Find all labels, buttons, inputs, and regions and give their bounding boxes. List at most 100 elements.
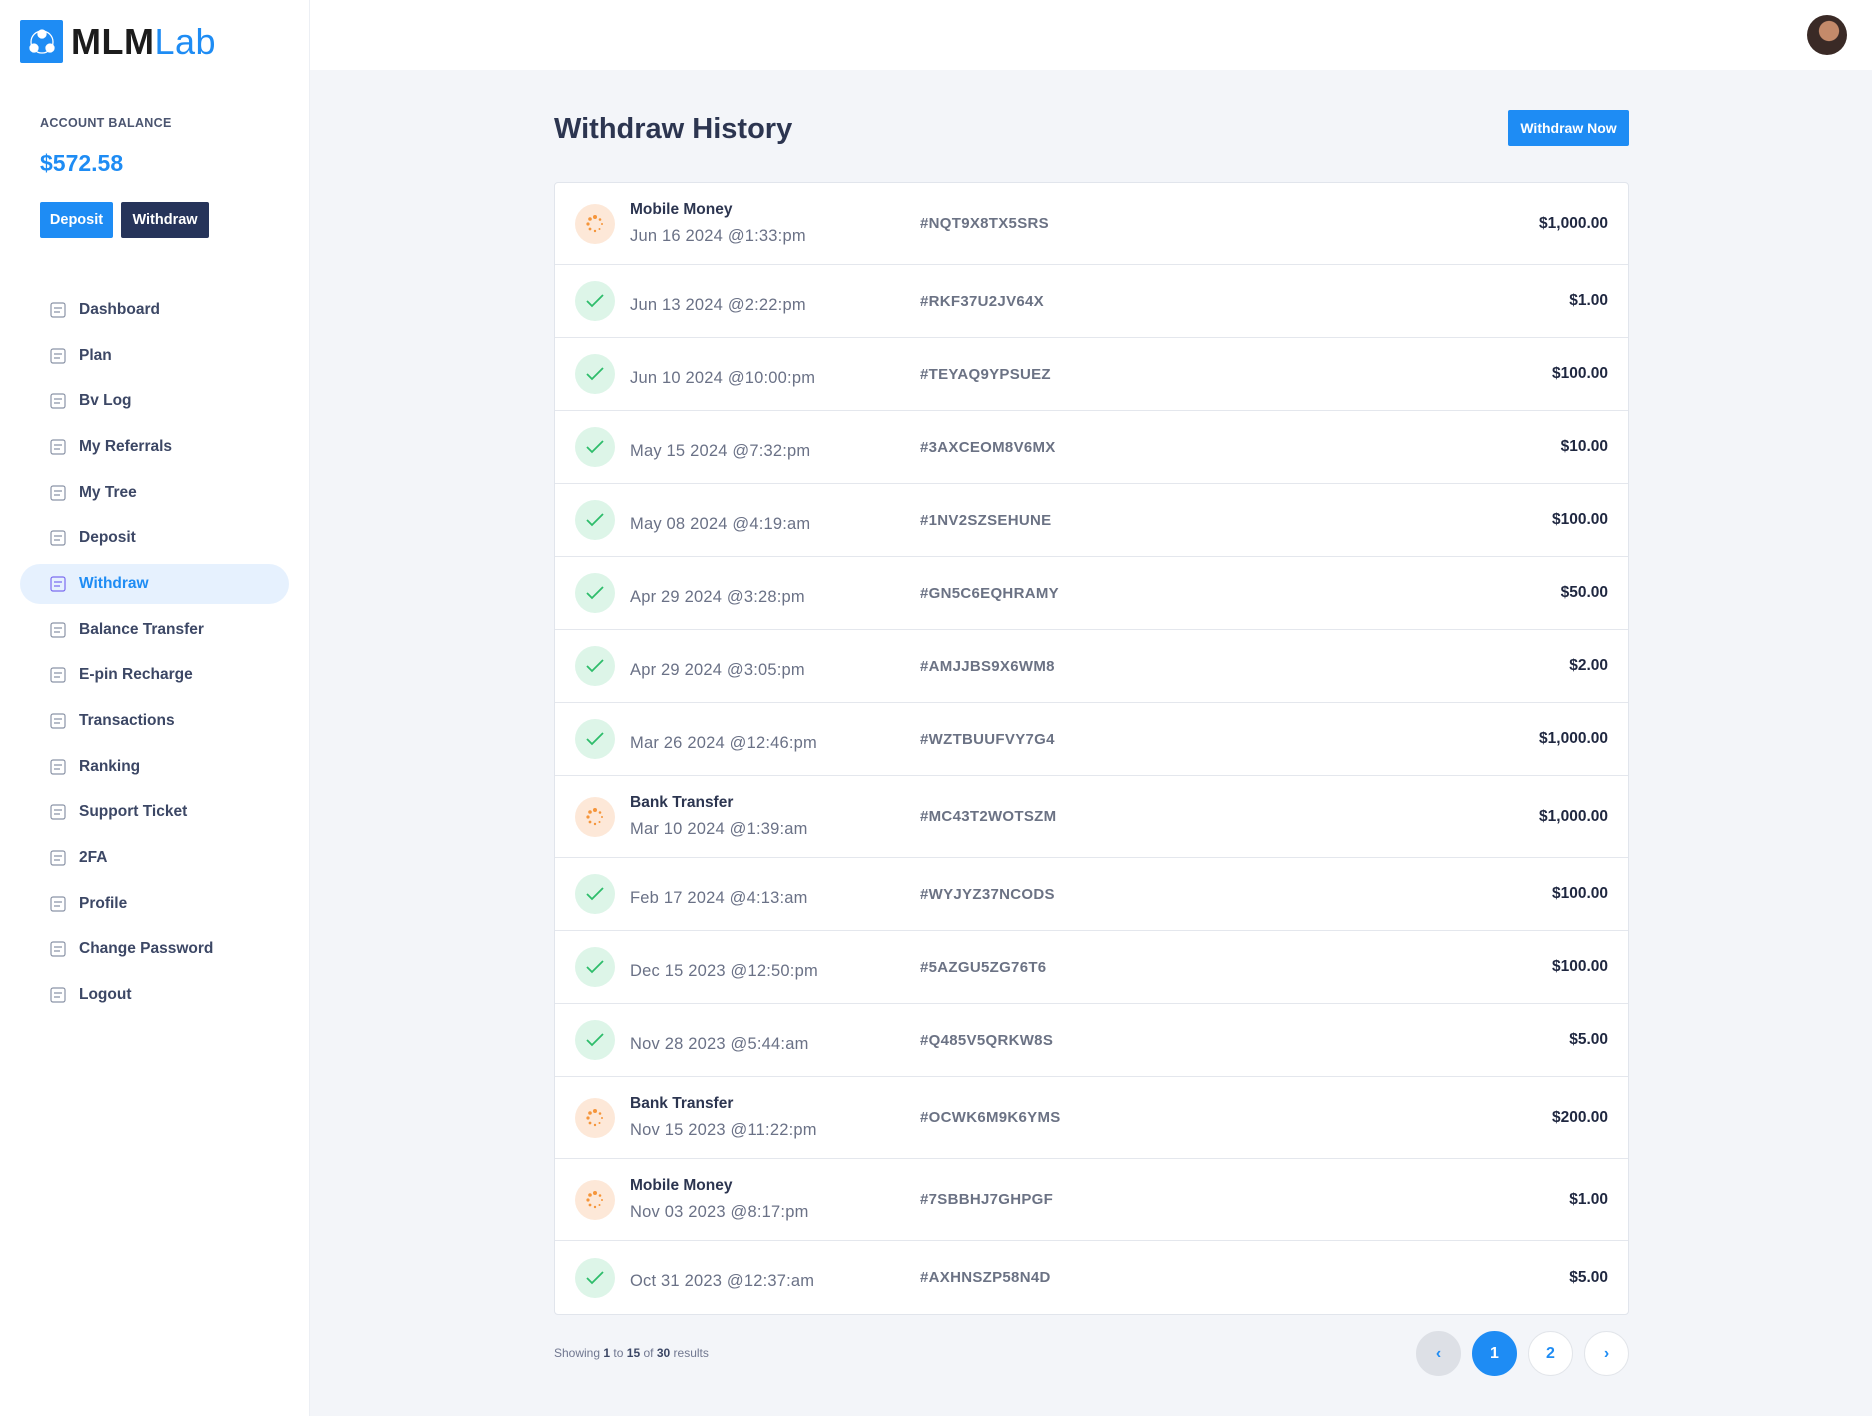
withdraw-row: May 08 2024 @4:19:am #1NV2SZSEHUNE $100.00 xyxy=(555,484,1628,557)
withdraw-amount: $1.00 xyxy=(1569,1190,1608,1208)
sidebar-item-label: 2FA xyxy=(79,849,108,867)
withdraw-row: Feb 17 2024 @4:13:am #WYJYZ37NCODS $100.00 xyxy=(555,858,1628,931)
sidebar-item-label: Plan xyxy=(79,346,112,364)
showing-total: 30 xyxy=(656,1346,671,1360)
transaction-id: #AXHNSZP58N4D xyxy=(920,1269,1051,1286)
withdraw-date: Mar 26 2024 @12:46:pm xyxy=(630,733,817,752)
withdraw-date: Jun 10 2024 @10:00:pm xyxy=(630,368,816,387)
account-balance-label: ACCOUNT BALANCE xyxy=(40,116,172,130)
check-icon xyxy=(575,354,615,394)
pagination-next-button[interactable]: › xyxy=(1584,1331,1629,1376)
epin-icon xyxy=(50,667,66,683)
logo[interactable]: MLMLab xyxy=(20,20,216,63)
withdraw-row: Dec 15 2023 @12:50:pm #5AZGU5ZG76T6 $100.0… xyxy=(555,931,1628,1004)
withdraw-date: Jun 13 2024 @2:22:pm xyxy=(630,295,806,314)
pagination-prev-button[interactable]: ‹ xyxy=(1416,1331,1461,1376)
transaction-id: #5AZGU5ZG76T6 xyxy=(920,958,1047,976)
withdraw-date: Dec 15 2023 @12:50:pm xyxy=(630,961,818,980)
transaction-id: #Q485V5QRKW8S xyxy=(920,1031,1054,1049)
sidebar-item-ranking[interactable]: Ranking xyxy=(20,744,289,790)
withdraw-amount: $100.00 xyxy=(1551,885,1608,902)
deposit-button[interactable]: Deposit xyxy=(40,202,113,238)
withdraw-button[interactable]: Withdraw xyxy=(121,202,209,238)
pending-spinner-icon xyxy=(575,1179,615,1220)
withdraw-date: Mar 10 2024 @1:39:am xyxy=(630,820,808,838)
sidebar-item-support-ticket[interactable]: Support Ticket xyxy=(20,790,289,836)
sidebar-item-plan[interactable]: Plan xyxy=(20,333,289,379)
sidebar-item-transactions[interactable]: Transactions xyxy=(20,698,289,744)
withdraw-amount: $5.00 xyxy=(1569,1268,1608,1286)
network-icon xyxy=(20,20,63,63)
bv-log-icon xyxy=(50,393,66,409)
atm-icon xyxy=(50,576,66,592)
sidebar-item-deposit[interactable]: Deposit xyxy=(20,515,289,561)
transfer-icon xyxy=(50,622,66,638)
sidebar-item-label: My Tree xyxy=(79,483,137,501)
withdraw-amount: $100.00 xyxy=(1551,958,1608,975)
withdraw-date: Feb 17 2024 @4:13:am xyxy=(630,888,808,907)
check-icon xyxy=(575,281,615,321)
pending-spinner-icon xyxy=(575,1097,615,1138)
sidebar-item-balance-transfer[interactable]: Balance Transfer xyxy=(20,607,289,653)
sidebar-item-label: Withdraw xyxy=(79,575,149,593)
sidebar-item-my-tree[interactable]: My Tree xyxy=(20,470,289,516)
withdraw-amount: $50.00 xyxy=(1560,584,1608,601)
withdraw-method: Bank Transfer xyxy=(630,794,734,811)
showing-to-word: to xyxy=(613,1346,624,1360)
sidebar-item-change-password[interactable]: Change Password xyxy=(20,927,289,973)
withdraw-amount: $100.00 xyxy=(1551,511,1608,528)
sidebar-nav: Dashboard Plan Bv Log My Referrals My Tree De… xyxy=(20,287,289,1018)
sidebar-item-withdraw[interactable]: Withdraw xyxy=(20,564,289,605)
tree-icon xyxy=(50,484,66,501)
check-icon xyxy=(575,427,615,467)
ticket-icon xyxy=(50,804,66,821)
sidebar-item-profile[interactable]: Profile xyxy=(20,881,289,927)
check-icon xyxy=(575,646,615,686)
withdraw-amount: $2.00 xyxy=(1569,657,1608,674)
showing-to: 15 xyxy=(626,1346,641,1360)
withdraw-method: Mobile Money xyxy=(630,1177,733,1194)
pagination-page-1[interactable]: 1 xyxy=(1472,1331,1517,1376)
withdraw-row: Apr 29 2024 @3:05:pm #AMJJBS9X6WM8 $2.00 xyxy=(555,630,1628,703)
showing-from: 1 xyxy=(603,1346,611,1360)
transaction-id: #WYJYZ37NCODS xyxy=(920,885,1055,903)
transaction-id: #MC43T2WOTSZM xyxy=(920,808,1057,825)
withdraw-row: Jun 13 2024 @2:22:pm #RKF37U2JV64X $1.00 xyxy=(555,265,1628,338)
user-icon xyxy=(50,896,66,912)
withdraw-method: Mobile Money xyxy=(630,201,733,218)
sidebar-item-logout[interactable]: Logout xyxy=(20,972,289,1018)
withdraw-amount: $1,000.00 xyxy=(1539,807,1608,825)
sidebar-item-bv-log[interactable]: Bv Log xyxy=(20,378,289,424)
sidebar-item-label: Deposit xyxy=(79,529,136,547)
sidebar-item-dashboard[interactable]: Dashboard xyxy=(20,287,289,333)
withdraw-date: May 08 2024 @4:19:am xyxy=(630,514,811,533)
withdraw-row: Bank Transfer Mar 10 2024 @1:39:am #MC43T2… xyxy=(555,776,1628,858)
transaction-id: #OCWK6M9K6YMS xyxy=(920,1109,1061,1126)
withdraw-row: Mobile Money Jun 16 2024 @1:33:pm #NQT9X8T… xyxy=(555,183,1628,265)
withdraw-date: Apr 29 2024 @3:28:pm xyxy=(630,587,805,606)
withdraw-amount: $200.00 xyxy=(1551,1108,1608,1126)
sidebar-item-label: Profile xyxy=(79,894,128,912)
page-title: Withdraw History xyxy=(554,113,793,145)
withdraw-method: Bank Transfer xyxy=(630,1095,734,1112)
withdraw-now-button[interactable]: Withdraw Now xyxy=(1508,110,1629,146)
withdraw-row: Oct 31 2023 @12:37:am #AXHNSZP58N4D $5.00 xyxy=(555,1241,1628,1314)
sidebar-item-my-referrals[interactable]: My Referrals xyxy=(20,424,289,470)
sidebar: MLMLab ACCOUNT BALANCE $572.58 Deposit W… xyxy=(0,0,310,1416)
pagination-page-2[interactable]: 2 xyxy=(1528,1331,1573,1376)
pending-spinner-icon xyxy=(575,203,615,244)
sidebar-item-label: Change Password xyxy=(79,940,214,958)
sidebar-item-2fa[interactable]: 2FA xyxy=(20,835,289,881)
withdraw-row: Mobile Money Nov 03 2023 @8:17:pm #7SBBHJ7… xyxy=(555,1159,1628,1241)
withdraw-amount: $1,000.00 xyxy=(1539,214,1608,232)
check-icon xyxy=(575,874,615,914)
transactions-icon xyxy=(50,713,66,729)
user-avatar[interactable] xyxy=(1807,15,1847,55)
transaction-id: #7SBBHJ7GHPGF xyxy=(920,1191,1054,1208)
withdraw-history-list: Mobile Money Jun 16 2024 @1:33:pm #NQT9X8T… xyxy=(554,182,1629,1315)
sidebar-item-label: My Referrals xyxy=(79,437,173,455)
withdraw-row: May 15 2024 @7:32:pm #3AXCEOM8V6MX $10.00 xyxy=(555,411,1628,484)
pagination-summary: Showing 1 to 15 of 30 results xyxy=(554,1346,709,1360)
sidebar-item-e-pin-recharge[interactable]: E-pin Recharge xyxy=(20,653,289,699)
transaction-id: #1NV2SZSEHUNE xyxy=(920,511,1052,529)
